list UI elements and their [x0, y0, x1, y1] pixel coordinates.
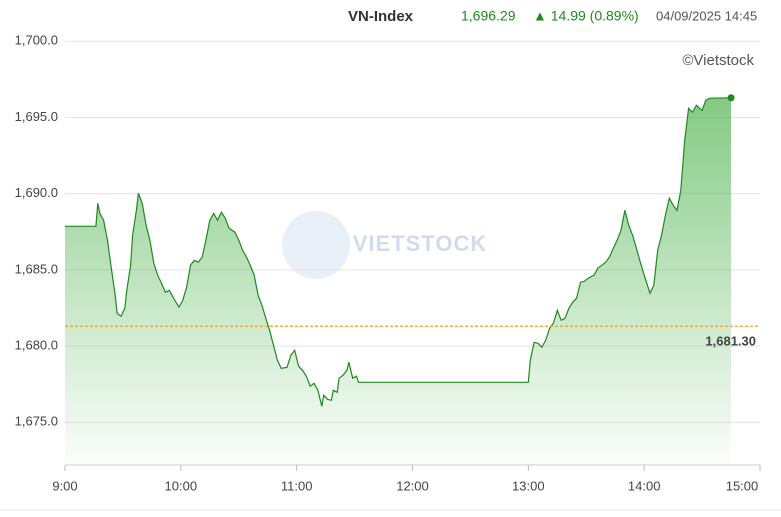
- x-tick-label: 11:00: [281, 478, 313, 493]
- y-tick-label: 1,700.0: [15, 33, 58, 48]
- watermark-logo: [282, 211, 350, 279]
- price: 1,696.29: [461, 8, 516, 24]
- credit: ©Vietstock: [682, 52, 754, 69]
- datetime: 04/09/2025 14:45: [656, 8, 757, 23]
- x-tick-label: 10:00: [165, 478, 198, 493]
- y-tick-label: 1,685.0: [15, 261, 58, 276]
- watermark: VIETSTOCK: [353, 231, 488, 256]
- x-tick-label: 12:00: [396, 478, 429, 493]
- x-tick-label: 14:00: [628, 478, 661, 493]
- last-point: [727, 94, 735, 102]
- y-tick-label: 1,675.0: [15, 414, 58, 429]
- line: [65, 97, 732, 407]
- y-tick-label: 1,690.0: [15, 185, 58, 200]
- x-tick-label: 15:00: [726, 478, 759, 493]
- chart-title: VN-Index: [348, 8, 414, 25]
- y-tick-label: 1,680.0: [15, 338, 58, 353]
- reference-label: 1,681.30: [705, 334, 756, 349]
- change: ▲ 14.99 (0.89%): [533, 8, 639, 24]
- y-tick-label: 1,695.0: [15, 109, 58, 124]
- x-tick-label: 9:00: [52, 478, 77, 493]
- x-tick-label: 13:00: [512, 478, 545, 493]
- area: [65, 97, 731, 466]
